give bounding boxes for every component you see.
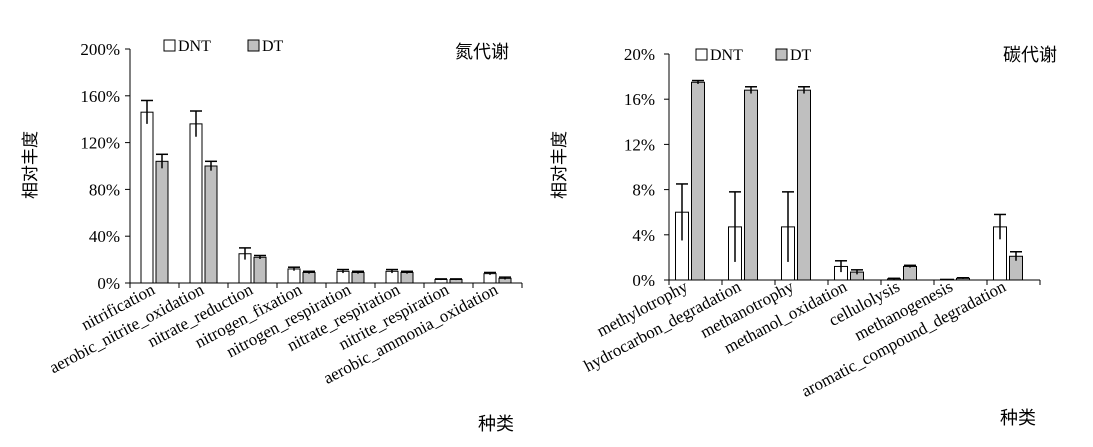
legend-swatch-dt <box>775 48 788 61</box>
chart-title: 碳代谢 <box>1003 45 1057 65</box>
y-tick-label: 160% <box>80 87 120 106</box>
x-axis-label: 种类 <box>1000 408 1036 428</box>
bar-dt <box>253 256 267 284</box>
y-tick-label: 200% <box>80 40 120 59</box>
legend-label-dt: DT <box>790 47 812 64</box>
y-axis-label: 相对丰度 <box>21 131 40 199</box>
bar-dt <box>351 271 365 284</box>
bar-dt <box>797 89 811 281</box>
legend-swatch-dnt <box>163 39 176 52</box>
legend-label-dt: DT <box>262 38 284 55</box>
y-tick-label: 4% <box>632 226 655 245</box>
legend: DNT DT <box>695 47 812 64</box>
y-tick-label: 0% <box>97 274 120 293</box>
chart-title: 氮代谢 <box>455 42 509 62</box>
bar-dnt <box>940 278 954 281</box>
y-tick-label: 40% <box>89 227 120 246</box>
legend-swatch-dt <box>247 39 260 52</box>
y-tick-label: 16% <box>624 90 655 109</box>
bar-dt <box>691 81 705 281</box>
bar-dt <box>155 160 169 284</box>
y-tick-label: 20% <box>624 45 655 64</box>
nitrogen-metabolism-chart: 氮代谢 相对丰度 种类 DNT DT 0%40%80%120%160%200%n… <box>21 38 523 434</box>
bar-dnt <box>140 111 154 284</box>
x-axis-label: 种类 <box>478 414 514 434</box>
y-tick-label: 120% <box>80 134 120 153</box>
legend-label-dnt: DNT <box>710 47 743 64</box>
y-axis-label: 相对丰度 <box>550 131 569 199</box>
legend: DNT DT <box>163 38 284 55</box>
legend-label-dnt: DNT <box>178 38 211 55</box>
y-tick-label: 12% <box>624 135 655 154</box>
bar-dt <box>204 165 218 284</box>
bar-dt <box>744 89 758 281</box>
bar-dt <box>903 265 917 281</box>
y-tick-label: 0% <box>632 271 655 290</box>
legend-swatch-dnt <box>695 48 708 61</box>
bar-dt <box>400 271 414 284</box>
y-tick-label: 8% <box>632 181 655 200</box>
bar-dnt <box>189 123 203 284</box>
carbon-metabolism-chart: 碳代谢 相对丰度 种类 DNT DT 0%4%8%12%16%20%methyl… <box>550 45 1057 428</box>
y-tick-label: 80% <box>89 180 120 199</box>
bar-dt <box>302 271 316 284</box>
